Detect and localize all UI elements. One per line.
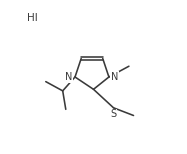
Text: S: S: [111, 109, 117, 119]
Text: N: N: [65, 72, 73, 82]
Text: HI: HI: [27, 14, 38, 23]
Text: N: N: [111, 72, 119, 82]
